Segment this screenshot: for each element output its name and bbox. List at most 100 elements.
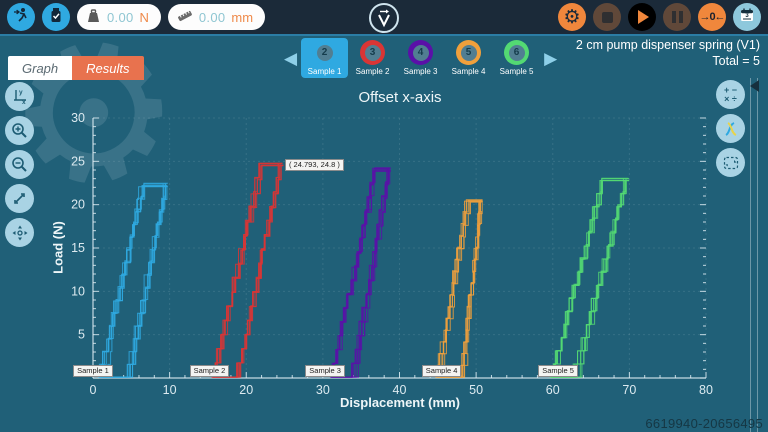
session-info: 2 cm pump dispenser spring (V1) Total = …: [576, 38, 760, 68]
sample-total: Total = 5: [712, 54, 760, 68]
zoom-in-icon: [12, 123, 27, 138]
sample-button-label: Sample 5: [499, 67, 534, 76]
pause-button: [663, 3, 691, 31]
displacement-unit: mm: [231, 9, 254, 25]
zoom-out-button[interactable]: [5, 150, 34, 179]
sample-button-label: Sample 2: [355, 67, 390, 76]
series-label-5: Sample 5: [538, 365, 578, 377]
tab-graph[interactable]: Graph: [8, 56, 73, 80]
settings-button[interactable]: ⚙: [558, 3, 586, 31]
graph-tools-left: y x: [5, 82, 34, 247]
point-annotation: ( 24.793, 24.8 ): [284, 159, 344, 172]
svg-text:0: 0: [90, 383, 97, 397]
zero-tare-button[interactable]: →0←: [698, 3, 726, 31]
autoscale-button[interactable]: [5, 184, 34, 213]
math-analysis-button[interactable]: + − × ÷: [716, 80, 745, 109]
sample-run-count: 4: [412, 44, 429, 61]
zero-icon: →0←: [699, 11, 725, 23]
collect-play-button[interactable]: [628, 3, 656, 31]
svg-text:5: 5: [78, 328, 85, 342]
series-label-4: Sample 4: [421, 365, 462, 377]
y-axis-title: Load (N): [50, 221, 66, 274]
zoom-in-button[interactable]: [5, 116, 34, 145]
graph-tools-right: + − × ÷: [716, 80, 745, 177]
sample-button-1[interactable]: 2 Sample 1: [301, 38, 349, 78]
svg-text:x: x: [22, 99, 26, 105]
svg-text:20: 20: [71, 198, 85, 212]
pause-icon: [671, 11, 683, 23]
expand-arrows-icon: [14, 193, 25, 204]
stop-button: [593, 3, 621, 31]
ruler-icon: [177, 9, 193, 26]
sample-color-ring: 2: [312, 40, 338, 65]
vector-v-icon: [378, 9, 390, 28]
displacement-readout: 0.00 mm: [167, 4, 266, 30]
view-tabs: Graph Results: [8, 56, 144, 80]
tab-graph-label: Graph: [22, 60, 59, 76]
calendar-icon: 3: [739, 7, 755, 28]
stop-icon: [601, 11, 613, 23]
play-icon: [638, 10, 649, 24]
selection-box-icon: [723, 156, 738, 169]
svg-text:80: 80: [699, 383, 713, 397]
exit-experiment-button[interactable]: [7, 3, 35, 31]
series-label-1: Sample 1: [73, 365, 113, 377]
watermark-id: 6619940-20656495: [645, 416, 763, 431]
sample-selector: ◀ 2 Sample 1 3 Sample 2 4 Sample 3 5 Sample 4 6 S…: [280, 38, 561, 78]
curve-fit-icon: [724, 121, 737, 136]
sample-color-ring: 3: [360, 40, 386, 65]
svg-text:15: 15: [71, 241, 85, 255]
zoom-out-icon: [12, 157, 27, 172]
sample-button-5[interactable]: 6 Sample 5: [493, 38, 540, 78]
svg-text:3: 3: [745, 13, 749, 19]
samples-prev-button[interactable]: ◀: [284, 48, 298, 68]
usb-sensor-icon: [48, 7, 64, 28]
svg-text:10: 10: [71, 284, 85, 298]
sample-color-ring: 6: [504, 40, 530, 65]
sample-button-label: Sample 4: [451, 67, 486, 76]
sample-color-ring: 5: [456, 40, 482, 65]
annotation-tool-button[interactable]: [716, 148, 745, 177]
tab-results[interactable]: Results: [72, 56, 144, 80]
experiment-title: 2 cm pump dispenser spring (V1): [575, 38, 760, 52]
sample-button-label: Sample 1: [307, 67, 342, 76]
side-panel-track[interactable]: [750, 78, 758, 432]
force-value: 0.00: [107, 9, 134, 25]
math-operators-icon: + − × ÷: [723, 84, 737, 104]
displacement-value: 0.00: [198, 9, 226, 25]
vernier-logo[interactable]: [369, 3, 399, 33]
axis-options-button[interactable]: y x: [5, 82, 34, 111]
samples-next-button[interactable]: ▶: [544, 48, 558, 68]
collection-settings-button[interactable]: 3: [733, 3, 761, 31]
sample-run-count: 2: [316, 44, 333, 61]
sample-run-count: 5: [460, 44, 477, 61]
gear-icon: ⚙: [563, 5, 581, 28]
panel-collapse-icon[interactable]: [750, 80, 759, 92]
sample-run-count: 3: [364, 44, 381, 61]
sample-button-2[interactable]: 3 Sample 2: [349, 38, 396, 78]
svg-text:y: y: [19, 89, 23, 96]
sample-button-label: Sample 3: [403, 67, 438, 76]
force-readout: 0.00 N: [77, 4, 161, 30]
exit-run-icon: [13, 6, 30, 28]
svg-text:30: 30: [71, 111, 85, 125]
chart-title: Offset x-axis: [358, 89, 442, 106]
series-label-3: Sample 3: [305, 365, 345, 377]
pan-move-icon: [12, 225, 27, 240]
curve-fit-button[interactable]: [716, 114, 745, 143]
svg-text:25: 25: [71, 154, 85, 168]
sensor-device-button[interactable]: [42, 3, 70, 31]
top-toolbar: 0.00 N 0.00 mm: [0, 0, 768, 36]
sample-run-count: 6: [508, 44, 525, 61]
x-axis-title: Displacement (mm): [340, 395, 460, 410]
sample-color-ring: 4: [408, 40, 434, 65]
series-label-2: Sample 2: [189, 365, 230, 377]
pan-button[interactable]: [5, 218, 34, 247]
tab-results-label: Results: [86, 60, 130, 76]
sample-button-3[interactable]: 4 Sample 3: [397, 38, 444, 78]
sample-button-4[interactable]: 5 Sample 4: [445, 38, 492, 78]
axes-icon: y x: [14, 89, 26, 105]
weight-icon: [86, 8, 101, 26]
force-unit: N: [139, 9, 149, 25]
